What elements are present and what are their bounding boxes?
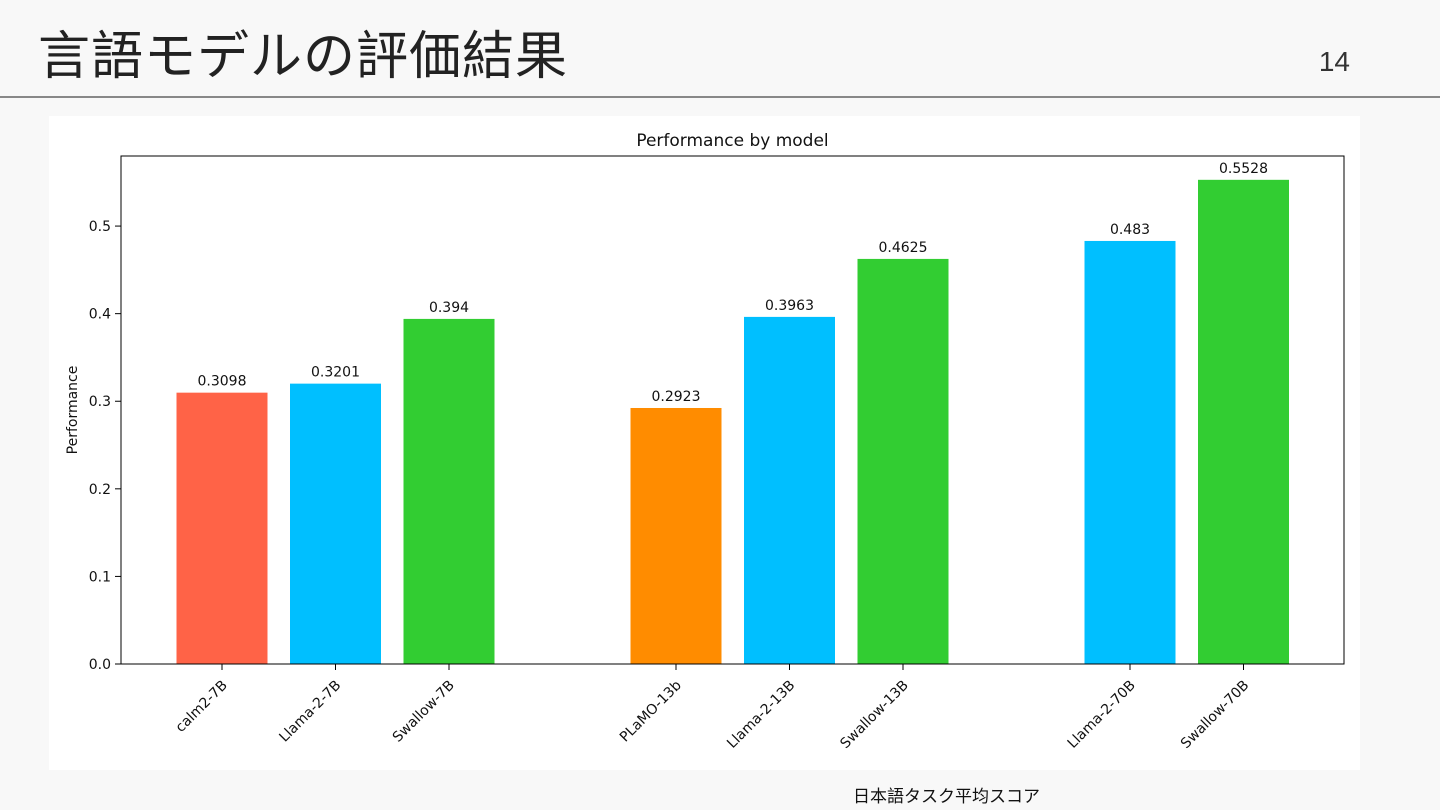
chart-caption: 日本語タスク平均スコア (853, 787, 1040, 807)
bar-value-label: 0.2923 (652, 389, 701, 405)
y-tick-label: 0.4 (89, 307, 111, 323)
y-tick-label: 0.1 (89, 569, 111, 585)
bar-value-label: 0.4625 (879, 240, 928, 256)
bar-value-label: 0.3963 (765, 298, 814, 314)
chart-panel: Performance by model 0.0 0.1 0.2 0.3 0.4 0.5 Pe… (49, 116, 1360, 770)
x-tick-label: PLaMO-13b (617, 677, 685, 745)
bar (857, 258, 949, 664)
y-tick-label: 0.0 (89, 657, 111, 673)
y-axis-label: Performance (65, 366, 81, 455)
x-tick-label: Llama-2-13B (724, 678, 798, 752)
bar (744, 316, 835, 664)
bar (630, 407, 722, 664)
x-tick-label: Swallow-70B (1178, 678, 1252, 752)
x-tick-label: Llama-2-7B (276, 678, 344, 746)
bar (176, 392, 268, 664)
x-tick-label: Swallow-13B (837, 678, 911, 752)
bar (403, 318, 495, 664)
x-tick-label: Llama-2-70B (1065, 678, 1139, 752)
title-divider (0, 96, 1440, 98)
x-tick-label: Swallow-7B (390, 678, 458, 746)
plot-frame (120, 155, 1345, 665)
bar-value-label: 0.3098 (198, 374, 247, 390)
bar-value-label: 0.3201 (311, 365, 360, 381)
bar (1198, 179, 1289, 664)
y-tick-label: 0.3 (89, 394, 111, 410)
bar-value-label: 0.5528 (1219, 161, 1268, 177)
bar-chart: Performance by model 0.0 0.1 0.2 0.3 0.4 0.5 Pe… (65, 131, 1345, 752)
chart-title: Performance by model (636, 131, 828, 151)
y-tick-label: 0.2 (89, 482, 111, 498)
x-tick-label: calm2-7B (173, 678, 231, 736)
y-tick-label: 0.5 (89, 219, 111, 235)
bar-value-label: 0.483 (1110, 222, 1150, 238)
bar-value-label: 0.394 (429, 300, 469, 316)
slide-title: 言語モデルの評価結果 (38, 27, 569, 87)
bar (1084, 240, 1176, 664)
bar (290, 383, 381, 664)
page-number: 14 (1318, 46, 1350, 77)
